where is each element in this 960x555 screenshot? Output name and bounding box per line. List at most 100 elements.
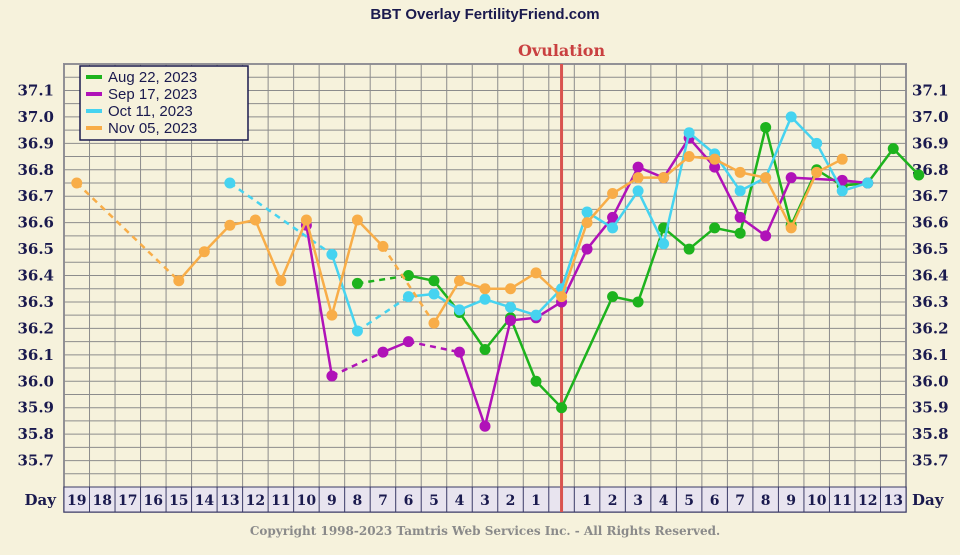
y-tick-label-left: 37.1 xyxy=(17,81,54,99)
series-data-point xyxy=(505,301,517,313)
series-data-point xyxy=(377,346,389,358)
y-tick-label-right: 36.0 xyxy=(912,372,949,390)
series-data-point xyxy=(198,246,210,258)
x-tick-label: 15 xyxy=(169,493,188,509)
y-tick-label-left: 36.1 xyxy=(17,346,54,364)
x-axis-label-left: Day xyxy=(25,491,58,509)
series-data-point xyxy=(249,214,261,226)
series-data-point xyxy=(734,185,746,197)
series-data-point xyxy=(811,166,823,178)
series-line-segment xyxy=(636,227,665,303)
series-line-segment xyxy=(330,219,359,316)
series-data-point xyxy=(556,291,568,303)
y-tick-label-right: 36.6 xyxy=(912,214,949,232)
series-data-point xyxy=(581,206,593,218)
series-line-segment xyxy=(229,181,333,256)
series-data-point xyxy=(607,291,619,303)
x-tick-label: 4 xyxy=(659,493,669,509)
series-data-point xyxy=(351,277,363,289)
series-data-point xyxy=(275,275,287,287)
series-data-point xyxy=(224,219,236,231)
series-data-point xyxy=(224,177,236,189)
x-tick-label: 6 xyxy=(404,493,414,509)
x-tick-label: 3 xyxy=(633,493,643,509)
series-data-point xyxy=(709,153,721,165)
series-line-segment xyxy=(892,147,920,176)
series-data-point xyxy=(530,375,542,387)
x-tick-label: 13 xyxy=(884,493,903,509)
series-data-point xyxy=(709,222,721,234)
series-line-segment xyxy=(764,177,793,237)
x-tick-label: 9 xyxy=(327,493,337,509)
series-data-point xyxy=(607,188,619,200)
series-data-point xyxy=(913,169,925,181)
series-data-point xyxy=(71,177,83,189)
y-tick-label-left: 36.7 xyxy=(17,187,54,205)
plot-area: 35.7 35.7 35.8 35.8 35.9 35.9 36.0 36.0 36.1 36.1… xyxy=(17,41,949,513)
x-tick-label: 10 xyxy=(297,493,317,509)
x-axis-band xyxy=(63,486,907,513)
series-data-point xyxy=(632,185,644,197)
series-line-segment xyxy=(713,166,742,218)
series-line-segment xyxy=(535,271,563,298)
series-line-segment xyxy=(408,340,460,354)
series-data-point xyxy=(632,172,644,184)
series-line-segment xyxy=(636,190,665,245)
x-tick-label: 3 xyxy=(480,493,490,509)
series-data-point xyxy=(428,317,440,329)
series-data-point xyxy=(607,222,619,234)
y-tick-label-left: 37.0 xyxy=(17,108,54,126)
y-tick-label-left: 36.4 xyxy=(17,267,54,285)
series-data-point xyxy=(505,314,517,326)
series-data-point xyxy=(836,153,848,165)
legend-entry-label: Aug 22, 2023 xyxy=(108,69,197,86)
series-data-point xyxy=(453,346,465,358)
series-data-point xyxy=(760,121,772,133)
series-line-segment xyxy=(305,225,334,377)
x-tick-label: 12 xyxy=(858,493,877,509)
y-tick-label-right: 36.3 xyxy=(912,293,949,311)
series-line-segment xyxy=(688,226,716,251)
series-data-point xyxy=(683,127,695,139)
x-tick-label: 9 xyxy=(786,493,796,509)
series-data-point xyxy=(836,185,848,197)
series-data-point xyxy=(632,296,644,308)
series-data-point xyxy=(760,230,772,242)
series-data-point xyxy=(479,293,491,305)
series-line-segment xyxy=(560,248,589,303)
x-tick-label: 14 xyxy=(195,493,215,509)
series-line-segment xyxy=(458,311,487,351)
series-line-segment xyxy=(662,137,691,179)
series-line-segment xyxy=(611,190,640,229)
series-data-point xyxy=(300,214,312,226)
series-data-point xyxy=(862,177,874,189)
series-line-segment xyxy=(790,116,818,145)
series-data-point xyxy=(479,420,491,432)
y-tick-label-left: 36.6 xyxy=(17,214,54,232)
y-tick-label-right: 35.8 xyxy=(912,425,949,443)
series-line-segment xyxy=(790,171,818,229)
x-tick-label: 8 xyxy=(761,493,771,509)
x-tick-label: 7 xyxy=(735,493,745,509)
x-tick-label: 11 xyxy=(832,493,851,509)
y-tick-label-right: 37.1 xyxy=(912,81,949,99)
series-data-point xyxy=(479,283,491,295)
series-line-segment xyxy=(764,127,793,226)
x-tick-label: 8 xyxy=(353,493,363,509)
series-data-point xyxy=(785,222,797,234)
x-tick-label: 1 xyxy=(531,493,541,509)
series-line-segment xyxy=(254,219,283,282)
series-data-point xyxy=(887,143,899,155)
x-tick-label: 5 xyxy=(429,493,439,509)
series-data-point xyxy=(785,172,797,184)
x-tick-label: 2 xyxy=(608,493,618,509)
series-data-point xyxy=(581,243,593,255)
chart-title: BBT Overlay FertilityFriend.com xyxy=(370,6,599,23)
y-tick-label-right: 37.0 xyxy=(912,108,949,126)
series-data-point xyxy=(173,275,185,287)
y-tick-label-left: 35.8 xyxy=(17,425,54,443)
series-data-point xyxy=(351,325,363,337)
legend-box xyxy=(79,65,249,141)
